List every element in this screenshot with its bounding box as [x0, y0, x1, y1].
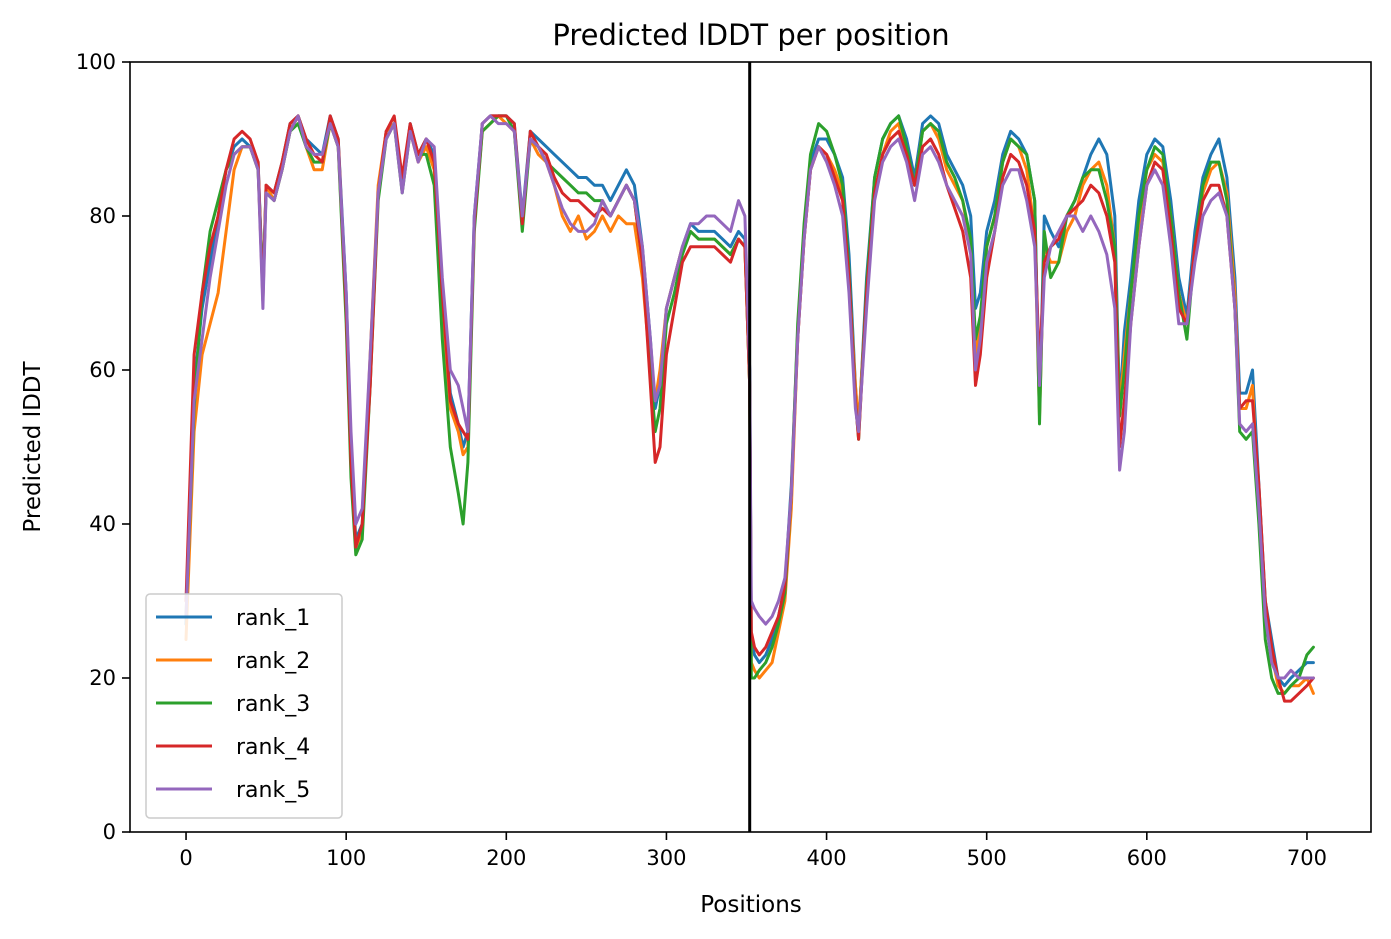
x-axis-ticks: 0 100 200 300 400 500 600 700: [179, 832, 1327, 870]
legend-label-rank_3: rank_3: [236, 692, 310, 717]
legend: rank_1 rank_2 rank_3 rank_4 rank_5: [145, 593, 343, 819]
chart-title: Predicted lDDT per position: [552, 18, 949, 52]
legend-label-rank_4: rank_4: [236, 735, 310, 760]
x-tick-label: 600: [1127, 846, 1167, 870]
series-line-rank_5: [184, 114, 1315, 680]
y-axis-ticks: 0 20 40 60 80 100: [76, 50, 130, 844]
x-axis-label: Positions: [700, 892, 802, 918]
legend-label-rank_2: rank_2: [236, 649, 310, 674]
x-tick-label: 200: [486, 846, 526, 870]
x-tick-label: 0: [179, 846, 192, 870]
series-layer: [184, 114, 1315, 703]
x-tick-label: 100: [326, 846, 366, 870]
y-tick-label: 100: [76, 50, 116, 74]
x-tick-label: 300: [646, 846, 686, 870]
x-tick-label: 500: [967, 846, 1007, 870]
y-tick-label: 80: [89, 204, 116, 228]
legend-label-rank_5: rank_5: [236, 778, 310, 803]
y-tick-label: 40: [89, 512, 116, 536]
legend-box: [145, 593, 343, 819]
y-axis-label: Predicted lDDT: [20, 360, 46, 532]
y-tick-label: 20: [89, 666, 116, 690]
y-tick-label: 0: [103, 820, 116, 844]
y-tick-label: 60: [89, 358, 116, 382]
x-tick-label: 400: [807, 846, 847, 870]
x-tick-label: 700: [1287, 846, 1327, 870]
legend-label-rank_1: rank_1: [236, 606, 310, 631]
plot-area-frame: [129, 61, 1372, 833]
